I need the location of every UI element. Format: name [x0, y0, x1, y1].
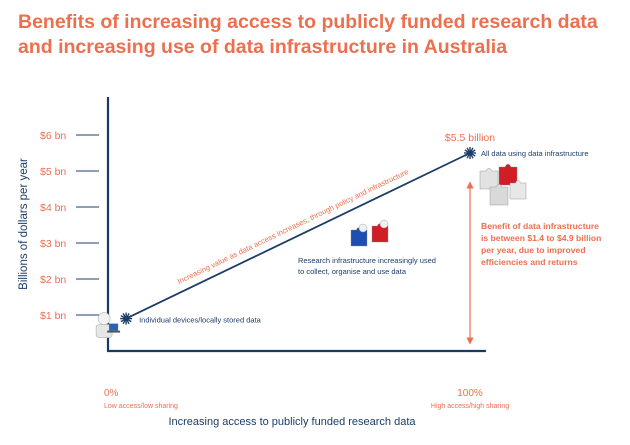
end-value-label: $5.5 billion [445, 132, 495, 144]
start-point-star [120, 312, 133, 325]
range-annotation-line: efficiencies and returns [481, 257, 578, 267]
y-tick-label: $5 bn [40, 166, 66, 178]
series-line [125, 152, 471, 320]
page-title: Benefits of increasing access to publicl… [18, 11, 598, 58]
x-axis-title: Increasing access to publicly funded res… [168, 416, 416, 428]
x-tick-label: 0% [104, 388, 119, 399]
range-annotation-line: is between $1.4 to $4.9 billion [481, 233, 601, 243]
person-laptop-icon [95, 312, 121, 338]
point-label-infrastructure: to collect, organise and use data [298, 267, 407, 276]
range-annotation-line: Benefit of data infrastructure [481, 221, 599, 231]
puzzle-pieces-icon [479, 164, 527, 206]
y-tick-label: $4 bn [40, 202, 66, 214]
y-tick-label: $3 bn [40, 238, 66, 250]
y-axis-title: Billions of dollars per year [18, 158, 30, 290]
x-tick-sublabel: High access/high sharing [431, 403, 509, 410]
range-annotation-line: per year, due to improved [481, 245, 586, 255]
x-tick-sublabel: Low access/low sharing [104, 403, 178, 410]
puzzle-figures-icon [350, 219, 389, 247]
x-tick-label: 100% [457, 388, 483, 399]
y-tick-label: $2 bn [40, 274, 66, 286]
y-tick-label: $1 bn [40, 310, 66, 322]
point-label-infrastructure: Research infrastructure increasingly use… [298, 256, 436, 265]
end-point-star [464, 147, 476, 159]
y-tick-label: $6 bn [40, 130, 66, 142]
point-label-all-data: All data using data infrastructure [481, 149, 589, 158]
point-label-individual: Individual devices/locally stored data [139, 316, 262, 325]
